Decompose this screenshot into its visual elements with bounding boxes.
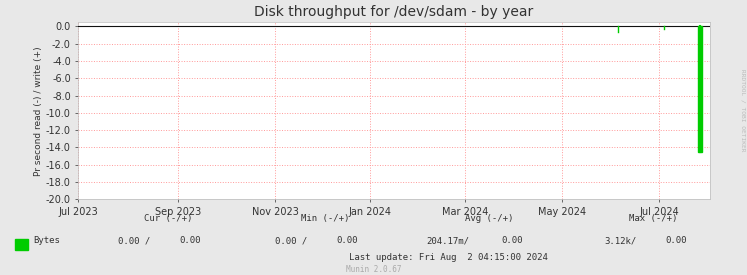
Text: Max (-/+): Max (-/+) bbox=[630, 214, 678, 223]
Text: 0.00 /: 0.00 / bbox=[118, 236, 151, 245]
Text: 0.00 /: 0.00 / bbox=[275, 236, 308, 245]
Text: Munin 2.0.67: Munin 2.0.67 bbox=[346, 265, 401, 274]
Text: 0.00: 0.00 bbox=[666, 236, 686, 245]
Text: Min (-/+): Min (-/+) bbox=[301, 214, 349, 223]
Text: Bytes: Bytes bbox=[34, 236, 61, 245]
Text: 204.17m/: 204.17m/ bbox=[427, 236, 470, 245]
Y-axis label: Pr second read (-) / write (+): Pr second read (-) / write (+) bbox=[34, 46, 43, 175]
Title: Disk throughput for /dev/sdam - by year: Disk throughput for /dev/sdam - by year bbox=[255, 6, 533, 20]
Text: 3.12k/: 3.12k/ bbox=[604, 236, 636, 245]
Text: Last update: Fri Aug  2 04:15:00 2024: Last update: Fri Aug 2 04:15:00 2024 bbox=[349, 253, 548, 262]
Text: Avg (-/+): Avg (-/+) bbox=[465, 214, 513, 223]
Text: RRDTOOL / TOBI OETIKER: RRDTOOL / TOBI OETIKER bbox=[740, 69, 746, 151]
Text: 0.00: 0.00 bbox=[501, 236, 522, 245]
Polygon shape bbox=[698, 26, 702, 152]
Text: Cur (-/+): Cur (-/+) bbox=[144, 214, 192, 223]
Text: 0.00: 0.00 bbox=[337, 236, 358, 245]
Text: 0.00: 0.00 bbox=[180, 236, 201, 245]
